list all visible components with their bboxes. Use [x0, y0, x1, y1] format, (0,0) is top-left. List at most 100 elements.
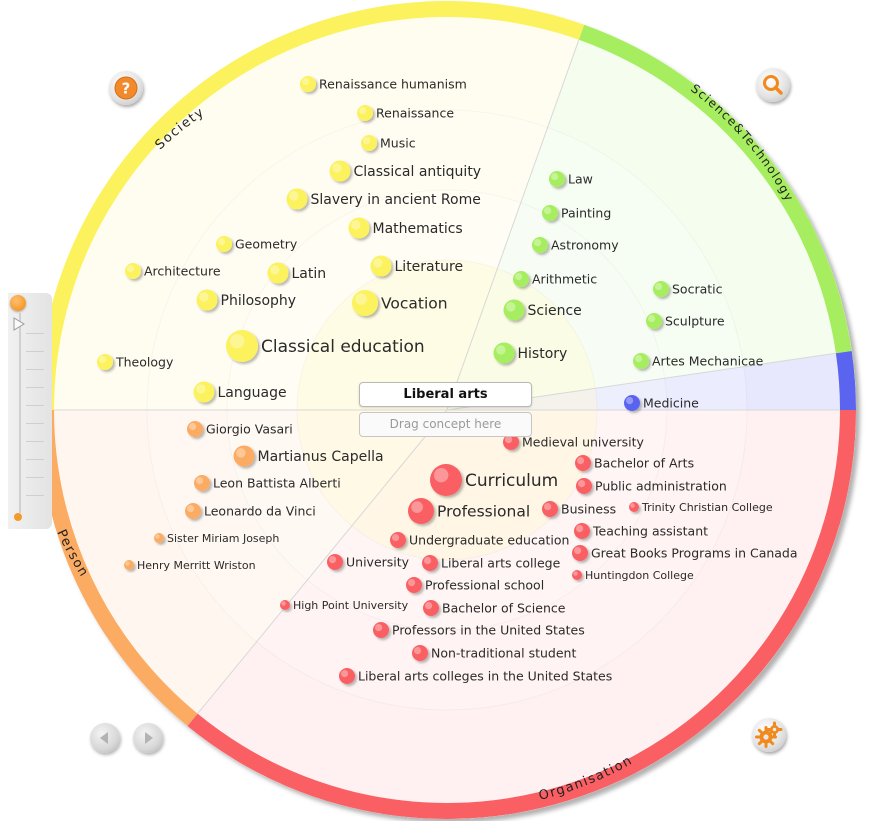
concept-dot[interactable] — [233, 445, 255, 467]
concept-node[interactable]: Great Books Programs in Canada — [572, 545, 798, 561]
concept-node[interactable]: Bachelor of Arts — [575, 455, 694, 471]
concept-label[interactable]: High Point University — [293, 599, 409, 612]
concept-dot[interactable] — [154, 533, 164, 543]
concept-dot[interactable] — [373, 622, 389, 638]
concept-label[interactable]: Leonardo da Vinci — [204, 504, 316, 519]
concept-dot[interactable] — [194, 475, 210, 491]
concept-dot[interactable] — [361, 135, 377, 151]
concept-dot[interactable] — [187, 421, 203, 437]
concept-label[interactable]: Classical education — [261, 337, 425, 357]
concept-label[interactable]: Huntingdon College — [585, 569, 694, 582]
concept-label[interactable]: Painting — [561, 206, 611, 221]
concept-label[interactable]: Medieval university — [522, 435, 645, 450]
concept-node[interactable]: Mathematics — [348, 217, 463, 239]
concept-label[interactable]: Arithmetic — [532, 272, 597, 287]
concept-node[interactable]: Theology — [97, 354, 174, 370]
sector-area-person[interactable] — [54, 410, 447, 714]
concept-node[interactable]: Liberal arts colleges in the United Stat… — [339, 668, 612, 684]
concept-dot[interactable] — [412, 645, 428, 661]
concept-label[interactable]: Business — [561, 502, 616, 517]
concept-dot[interactable] — [348, 217, 370, 239]
concept-label[interactable]: Professors in the United States — [392, 623, 585, 638]
concept-label[interactable]: Henry Merritt Wriston — [137, 559, 256, 572]
concept-node[interactable]: Non-traditional student — [412, 645, 576, 661]
concept-dot[interactable] — [430, 464, 462, 496]
concept-label[interactable]: Geometry — [235, 237, 298, 252]
concept-node[interactable]: Curriculum — [430, 464, 558, 496]
search-button[interactable] — [756, 68, 790, 102]
concept-dot[interactable] — [267, 262, 289, 284]
concept-dot[interactable] — [329, 160, 351, 182]
concept-node[interactable]: Renaissance — [357, 105, 454, 121]
sector-area-organisation[interactable] — [197, 410, 840, 803]
concept-dot[interactable] — [542, 205, 558, 221]
concept-node[interactable]: Giorgio Vasari — [187, 421, 293, 437]
concept-dot[interactable] — [97, 354, 113, 370]
concept-label[interactable]: Renaissance — [376, 106, 454, 121]
back-button[interactable] — [90, 723, 120, 753]
sector-area-scitech[interactable] — [447, 39, 836, 410]
concept-label[interactable]: Martianus Capella — [258, 449, 384, 465]
concept-label[interactable]: Bachelor of Science — [442, 601, 566, 616]
concept-node[interactable]: Martianus Capella — [233, 445, 384, 467]
concept-node[interactable]: Socratic — [653, 281, 723, 297]
drop-concept-field[interactable]: Drag concept here — [359, 412, 532, 437]
concept-label[interactable]: History — [518, 346, 568, 362]
concept-dot[interactable] — [370, 255, 392, 277]
concept-dot[interactable] — [280, 600, 290, 610]
concept-node[interactable]: Undergraduate education — [390, 532, 569, 548]
concept-node[interactable]: History — [493, 342, 568, 364]
concept-dot[interactable] — [286, 188, 308, 210]
concept-label[interactable]: Classical antiquity — [354, 164, 482, 180]
concept-label[interactable]: Mathematics — [373, 221, 463, 237]
concept-node[interactable]: Bachelor of Science — [423, 600, 566, 616]
concept-label[interactable]: Public administration — [595, 479, 727, 494]
concept-label[interactable]: Philosophy — [221, 293, 297, 309]
concept-node[interactable]: Henry Merritt Wriston — [124, 559, 256, 572]
concept-node[interactable]: High Point University — [280, 599, 409, 612]
concept-label[interactable]: Theology — [115, 355, 174, 370]
concept-node[interactable]: Philosophy — [196, 289, 297, 311]
concept-label[interactable]: Great Books Programs in Canada — [591, 546, 798, 561]
concept-label[interactable]: Medicine — [643, 396, 699, 411]
concept-dot[interactable] — [408, 498, 434, 524]
concept-node[interactable]: Teaching assistant — [574, 523, 708, 539]
settings-button[interactable] — [752, 718, 786, 752]
concept-dot[interactable] — [629, 502, 639, 512]
concept-node[interactable]: Astronomy — [532, 237, 619, 253]
concept-dot[interactable] — [352, 290, 378, 316]
concept-dot[interactable] — [196, 289, 218, 311]
concept-node[interactable]: Medieval university — [503, 434, 645, 450]
concept-node[interactable]: Classical antiquity — [329, 160, 482, 182]
concept-dot[interactable] — [357, 105, 373, 121]
concept-dot[interactable] — [575, 455, 591, 471]
concept-node[interactable]: Public administration — [576, 478, 727, 494]
concept-dot[interactable] — [124, 560, 134, 570]
concept-node[interactable]: Latin — [267, 262, 327, 284]
slider-handle[interactable] — [10, 295, 26, 311]
concept-label[interactable]: Slavery in ancient Rome — [311, 192, 481, 208]
concept-dot[interactable] — [576, 478, 592, 494]
concept-node[interactable]: Painting — [542, 205, 611, 221]
concept-label[interactable]: University — [346, 555, 410, 570]
concept-dot[interactable] — [624, 395, 640, 411]
concept-label[interactable]: Giorgio Vasari — [206, 422, 293, 437]
focus-concept-label[interactable]: Liberal arts — [359, 382, 532, 407]
concept-node[interactable]: Medicine — [624, 395, 699, 411]
concept-dot[interactable] — [542, 501, 558, 517]
concept-node[interactable]: Vocation — [352, 290, 448, 316]
concept-node[interactable]: Architecture — [125, 263, 221, 279]
concept-dot[interactable] — [653, 281, 669, 297]
concept-node[interactable]: Slavery in ancient Rome — [286, 188, 481, 210]
concept-node[interactable]: Literature — [370, 255, 464, 277]
concept-dot[interactable] — [300, 76, 316, 92]
concept-node[interactable]: Music — [361, 135, 416, 151]
concept-label[interactable]: Socratic — [672, 282, 723, 297]
concept-node[interactable]: Professors in the United States — [373, 622, 585, 638]
concept-node[interactable]: Sculpture — [646, 313, 725, 329]
concept-label[interactable]: Vocation — [381, 295, 448, 313]
concept-node[interactable]: Huntingdon College — [572, 569, 694, 582]
concept-label[interactable]: Music — [380, 136, 416, 151]
concept-label[interactable]: Non-traditional student — [431, 646, 576, 661]
concept-node[interactable]: Business — [542, 501, 616, 517]
